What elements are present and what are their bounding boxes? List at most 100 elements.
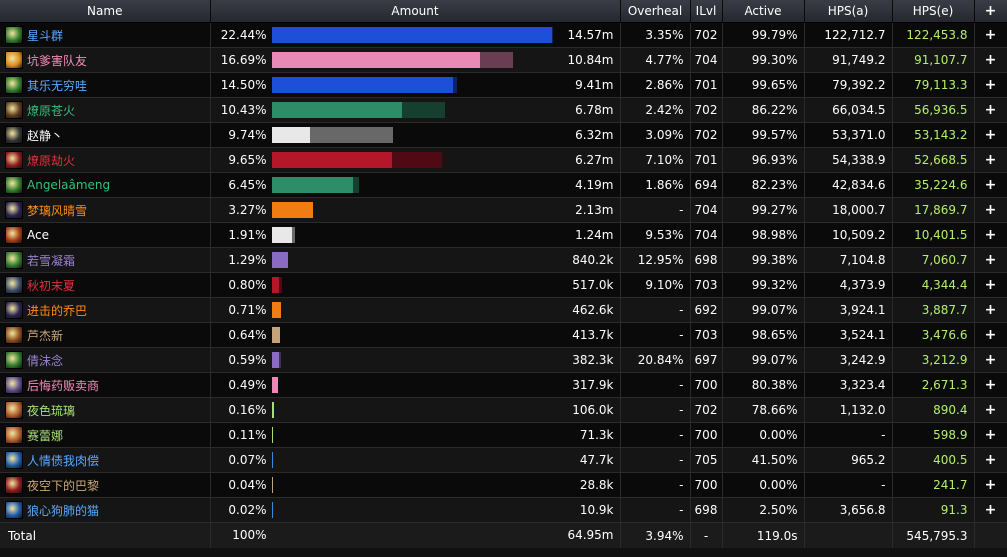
overheal-value: - bbox=[620, 197, 691, 223]
amount-bar-fill bbox=[271, 377, 278, 393]
table-row[interactable]: 夜色琉璃 0.16% 106.0k -702 78.66% 1,132.0 890.4 + bbox=[0, 397, 1007, 423]
hpsa-value: - bbox=[804, 472, 893, 498]
player-name[interactable]: 倩沫念 bbox=[27, 353, 64, 368]
table-row[interactable]: 赵静丶 9.74% 6.32m 3.09% 702 99.57% 53,371.0 53,14… bbox=[0, 122, 1007, 148]
col-amount-header[interactable]: Amount bbox=[210, 0, 621, 23]
table-row[interactable]: 后悔药贩卖商 0.49% 317.9k -700 80.38% 3,323.4 2,671.… bbox=[0, 372, 1007, 398]
player-name[interactable]: 人情债我肉偿 bbox=[27, 453, 100, 468]
expand-row-button[interactable]: + bbox=[974, 22, 1007, 48]
table-row[interactable]: 燎原苍火 10.43% 6.78m 2.42% 702 86.22% 66,034.5 56,… bbox=[0, 97, 1007, 123]
player-name[interactable]: Angelaâmeng bbox=[27, 178, 111, 192]
table-row[interactable]: 梦璃风晴雪 3.27% 2.13m -704 99.27% 18,000.7 17,869.… bbox=[0, 197, 1007, 223]
hunter-icon bbox=[5, 401, 23, 419]
table-row[interactable]: 狼心狗肺的猫 0.02% 10.9k -698 2.50% 3,656.8 91.3 + bbox=[0, 497, 1007, 523]
amount-percent: 9.65% bbox=[228, 153, 267, 167]
amount-bar-fill bbox=[271, 52, 480, 68]
table-row[interactable]: 秋初末夏 0.80% 517.0k 9.10% 703 99.32% 4,373.9 4,34… bbox=[0, 272, 1007, 298]
expand-row-button[interactable]: + bbox=[974, 172, 1007, 198]
ilvl-value: 698 bbox=[690, 247, 723, 273]
player-name[interactable]: 其乐无穷哇 bbox=[27, 78, 88, 93]
table-row[interactable]: Angelaâmeng 6.45% 4.19m 1.86% 694 82.23% 42,83… bbox=[0, 172, 1007, 198]
expand-row-button[interactable]: + bbox=[974, 147, 1007, 173]
amount-percent: 0.64% bbox=[228, 328, 267, 342]
amount-bar bbox=[271, 77, 552, 93]
col-ilvl-header[interactable]: ILvl bbox=[690, 0, 723, 23]
player-name[interactable]: 燎原苍火 bbox=[27, 103, 76, 118]
table-row[interactable]: 坑爹害队友 16.69% 10.84m 4.77% 704 99.30% 91,749.2 9… bbox=[0, 47, 1007, 73]
expand-row-button[interactable]: + bbox=[974, 397, 1007, 423]
player-name[interactable]: 芦杰新 bbox=[27, 328, 64, 343]
amount-bar bbox=[271, 452, 552, 468]
player-name[interactable]: 进击的乔巴 bbox=[27, 303, 88, 318]
player-name[interactable]: 赛蕾娜 bbox=[27, 428, 64, 443]
player-name[interactable]: 星斗群 bbox=[27, 28, 64, 43]
expand-row-button[interactable]: + bbox=[974, 322, 1007, 348]
player-name[interactable]: 秋初末夏 bbox=[27, 278, 76, 293]
expand-row-button[interactable]: + bbox=[974, 197, 1007, 223]
active-value: 2.50% bbox=[722, 497, 805, 523]
hpse-value: 52,668.5 bbox=[892, 147, 975, 173]
amount-bar bbox=[271, 202, 552, 218]
col-hpsa-header[interactable]: HPS(a) bbox=[804, 0, 893, 23]
hpsa-value: - bbox=[804, 422, 893, 448]
table-row[interactable]: 星斗群 22.44% 14.57m 3.35% 702 99.79% 122,712.7 12… bbox=[0, 22, 1007, 48]
col-active-header[interactable]: Active bbox=[722, 0, 805, 23]
expand-row-button[interactable]: + bbox=[974, 272, 1007, 298]
player-name[interactable]: 赵静丶 bbox=[27, 128, 64, 143]
amount-value: 6.32m bbox=[575, 128, 614, 142]
active-value: 99.30% bbox=[722, 47, 805, 73]
expand-row-button[interactable]: + bbox=[974, 247, 1007, 273]
expand-row-button[interactable]: + bbox=[974, 297, 1007, 323]
active-value: 98.98% bbox=[722, 222, 805, 248]
expand-row-button[interactable]: + bbox=[974, 122, 1007, 148]
active-value: 99.79% bbox=[722, 22, 805, 48]
table-row[interactable]: 芦杰新 0.64% 413.7k -703 98.65% 3,524.1 3,476.6 + bbox=[0, 322, 1007, 348]
expand-all-button[interactable]: + bbox=[974, 0, 1007, 23]
player-name[interactable]: 梦璃风晴雪 bbox=[27, 203, 88, 218]
player-name[interactable]: 若雪凝霜 bbox=[27, 253, 76, 268]
col-name-header[interactable]: Name bbox=[0, 0, 211, 23]
table-row[interactable]: 倩沫念 0.59% 382.3k 20.84% 697 99.07% 3,242.9 3,21… bbox=[0, 347, 1007, 373]
expand-row-button[interactable]: + bbox=[974, 97, 1007, 123]
blood-icon bbox=[5, 151, 23, 169]
hpse-value: 400.5 bbox=[892, 447, 975, 473]
table-row[interactable]: 夜空下的巴黎 0.04% 28.8k -700 0.00% -241.7 + bbox=[0, 472, 1007, 498]
player-name[interactable]: 坑爹害队友 bbox=[27, 53, 88, 68]
overheal-value: - bbox=[620, 447, 691, 473]
expand-row-button[interactable]: + bbox=[974, 372, 1007, 398]
table-row[interactable]: 人情债我肉偿 0.07% 47.7k -705 41.50% 965.2 400.5 + bbox=[0, 447, 1007, 473]
table-row[interactable]: 燎原劫火 9.65% 6.27m 7.10% 701 96.93% 54,338.9 52,6… bbox=[0, 147, 1007, 173]
table-row[interactable]: 赛蕾娜 0.11% 71.3k -700 0.00% -598.9 + bbox=[0, 422, 1007, 448]
hpse-value: 890.4 bbox=[892, 397, 975, 423]
table-row[interactable]: 若雪凝霜 1.29% 840.2k 12.95% 698 99.38% 7,104.8 7,0… bbox=[0, 247, 1007, 273]
expand-row-button[interactable]: + bbox=[974, 422, 1007, 448]
amount-bar-fill bbox=[271, 352, 279, 368]
expand-row-button[interactable]: + bbox=[974, 447, 1007, 473]
expand-row-button[interactable]: + bbox=[974, 72, 1007, 98]
table-row[interactable]: 其乐无穷哇 14.50% 9.41m 2.86% 701 99.65% 79,392.2 79… bbox=[0, 72, 1007, 98]
expand-row-button[interactable]: + bbox=[974, 47, 1007, 73]
expand-row-button[interactable]: + bbox=[974, 222, 1007, 248]
expand-row-button[interactable]: + bbox=[974, 347, 1007, 373]
amount-value: 2.13m bbox=[575, 203, 614, 217]
amount-bar-fill bbox=[271, 402, 274, 418]
col-hpse-header[interactable]: HPS(e) bbox=[892, 0, 975, 23]
table-row[interactable]: Ace 1.91% 1.24m 9.53% 704 98.98% 10,509.2 10,40… bbox=[0, 222, 1007, 248]
hpse-value: 17,869.7 bbox=[892, 197, 975, 223]
player-name[interactable]: Ace bbox=[27, 228, 49, 242]
player-name[interactable]: 夜空下的巴黎 bbox=[27, 478, 100, 493]
amount-bar bbox=[271, 402, 552, 418]
player-name[interactable]: 燎原劫火 bbox=[27, 153, 76, 168]
amount-bar-fill bbox=[271, 27, 552, 43]
expand-row-button[interactable]: + bbox=[974, 497, 1007, 523]
col-overheal-header[interactable]: Overheal bbox=[620, 0, 691, 23]
hpse-value: 91,107.7 bbox=[892, 47, 975, 73]
player-name[interactable]: 后悔药贩卖商 bbox=[27, 378, 100, 393]
player-name[interactable]: 夜色琉璃 bbox=[27, 403, 76, 418]
overheal-value: 4.77% bbox=[620, 47, 691, 73]
player-name[interactable]: 狼心狗肺的猫 bbox=[27, 503, 100, 518]
star-icon bbox=[5, 301, 23, 319]
table-row[interactable]: 进击的乔巴 0.71% 462.6k -692 99.07% 3,924.1 3,887.7… bbox=[0, 297, 1007, 323]
expand-row-button[interactable]: + bbox=[974, 472, 1007, 498]
ilvl-value: 703 bbox=[690, 272, 723, 298]
